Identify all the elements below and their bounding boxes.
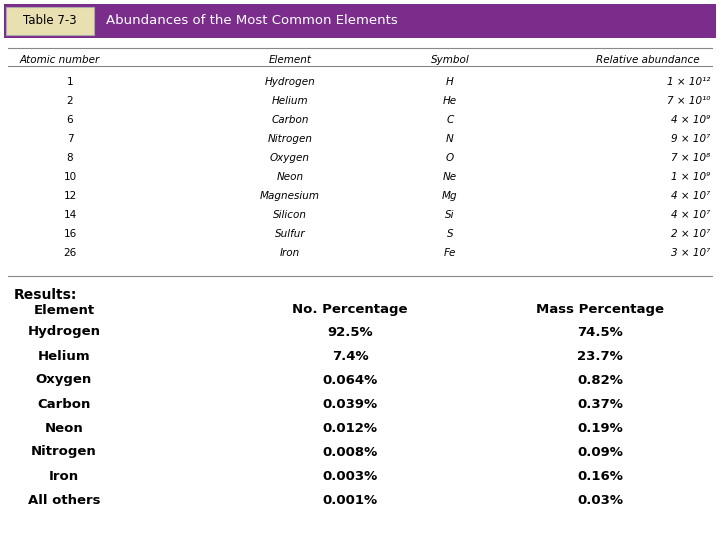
Text: 7: 7: [67, 134, 73, 144]
Text: Carbon: Carbon: [271, 115, 309, 125]
Text: 26: 26: [63, 248, 76, 258]
Text: C: C: [446, 115, 454, 125]
Text: Atomic number: Atomic number: [20, 55, 100, 65]
Text: Oxygen: Oxygen: [270, 153, 310, 163]
Text: Abundances of the Most Common Elements: Abundances of the Most Common Elements: [106, 15, 397, 28]
Text: All others: All others: [28, 494, 100, 507]
Text: He: He: [443, 96, 457, 106]
Text: 12: 12: [63, 191, 76, 201]
Text: 10: 10: [63, 172, 76, 182]
Text: O: O: [446, 153, 454, 163]
Text: 4 × 10⁷: 4 × 10⁷: [671, 210, 710, 220]
Text: N: N: [446, 134, 454, 144]
Text: 1: 1: [67, 77, 73, 87]
Text: Symbol: Symbol: [431, 55, 469, 65]
Text: 14: 14: [63, 210, 76, 220]
Text: 0.37%: 0.37%: [577, 397, 623, 410]
Text: 0.19%: 0.19%: [577, 422, 623, 435]
Text: Carbon: Carbon: [37, 397, 91, 410]
Text: Iron: Iron: [49, 469, 79, 483]
Text: Iron: Iron: [280, 248, 300, 258]
Text: Results:: Results:: [14, 288, 77, 302]
Text: 8: 8: [67, 153, 73, 163]
Text: 92.5%: 92.5%: [327, 326, 373, 339]
Text: 0.039%: 0.039%: [323, 397, 377, 410]
Text: 0.003%: 0.003%: [323, 469, 377, 483]
Text: Nitrogen: Nitrogen: [31, 446, 97, 458]
Text: Si: Si: [445, 210, 455, 220]
Text: Neon: Neon: [45, 422, 84, 435]
Text: 16: 16: [63, 229, 76, 239]
Text: 2: 2: [67, 96, 73, 106]
Text: H: H: [446, 77, 454, 87]
Text: Nitrogen: Nitrogen: [268, 134, 312, 144]
Text: Ne: Ne: [443, 172, 457, 182]
Text: Element: Element: [269, 55, 312, 65]
Text: S: S: [446, 229, 454, 239]
Text: 9 × 10⁷: 9 × 10⁷: [671, 134, 710, 144]
Text: 7 × 10⁸: 7 × 10⁸: [671, 153, 710, 163]
Bar: [4, 4, 716, 38]
Text: 7 × 10¹⁰: 7 × 10¹⁰: [667, 96, 710, 106]
Text: 0.001%: 0.001%: [323, 494, 377, 507]
Text: Table 7-3: Table 7-3: [23, 15, 77, 28]
Text: Element: Element: [33, 303, 94, 316]
Text: 0.16%: 0.16%: [577, 469, 623, 483]
Text: Fe: Fe: [444, 248, 456, 258]
Text: Relative abundance: Relative abundance: [596, 55, 700, 65]
Text: 0.012%: 0.012%: [323, 422, 377, 435]
Text: 4 × 10⁹: 4 × 10⁹: [671, 115, 710, 125]
Text: 1 × 10¹²: 1 × 10¹²: [667, 77, 710, 87]
Text: 3 × 10⁷: 3 × 10⁷: [671, 248, 710, 258]
Text: 0.064%: 0.064%: [323, 374, 377, 387]
Text: 7.4%: 7.4%: [332, 349, 369, 362]
Text: 1 × 10⁹: 1 × 10⁹: [671, 172, 710, 182]
Text: Neon: Neon: [276, 172, 304, 182]
Text: Hydrogen: Hydrogen: [27, 326, 101, 339]
Text: 6: 6: [67, 115, 73, 125]
Text: Silicon: Silicon: [273, 210, 307, 220]
Text: Oxygen: Oxygen: [36, 374, 92, 387]
Text: Hydrogen: Hydrogen: [265, 77, 315, 87]
Text: No. Percentage: No. Percentage: [292, 303, 408, 316]
Text: Helium: Helium: [271, 96, 308, 106]
Text: 0.03%: 0.03%: [577, 494, 623, 507]
Text: 0.09%: 0.09%: [577, 446, 623, 458]
Text: 0.82%: 0.82%: [577, 374, 623, 387]
Text: Helium: Helium: [37, 349, 90, 362]
Text: 74.5%: 74.5%: [577, 326, 623, 339]
Text: 4 × 10⁷: 4 × 10⁷: [671, 191, 710, 201]
Text: 23.7%: 23.7%: [577, 349, 623, 362]
Text: Sulfur: Sulfur: [275, 229, 305, 239]
Text: Mass Percentage: Mass Percentage: [536, 303, 664, 316]
Bar: [6, 7, 94, 35]
Text: 2 × 10⁷: 2 × 10⁷: [671, 229, 710, 239]
Text: 0.008%: 0.008%: [323, 446, 377, 458]
Text: Mg: Mg: [442, 191, 458, 201]
Text: Magnesium: Magnesium: [260, 191, 320, 201]
